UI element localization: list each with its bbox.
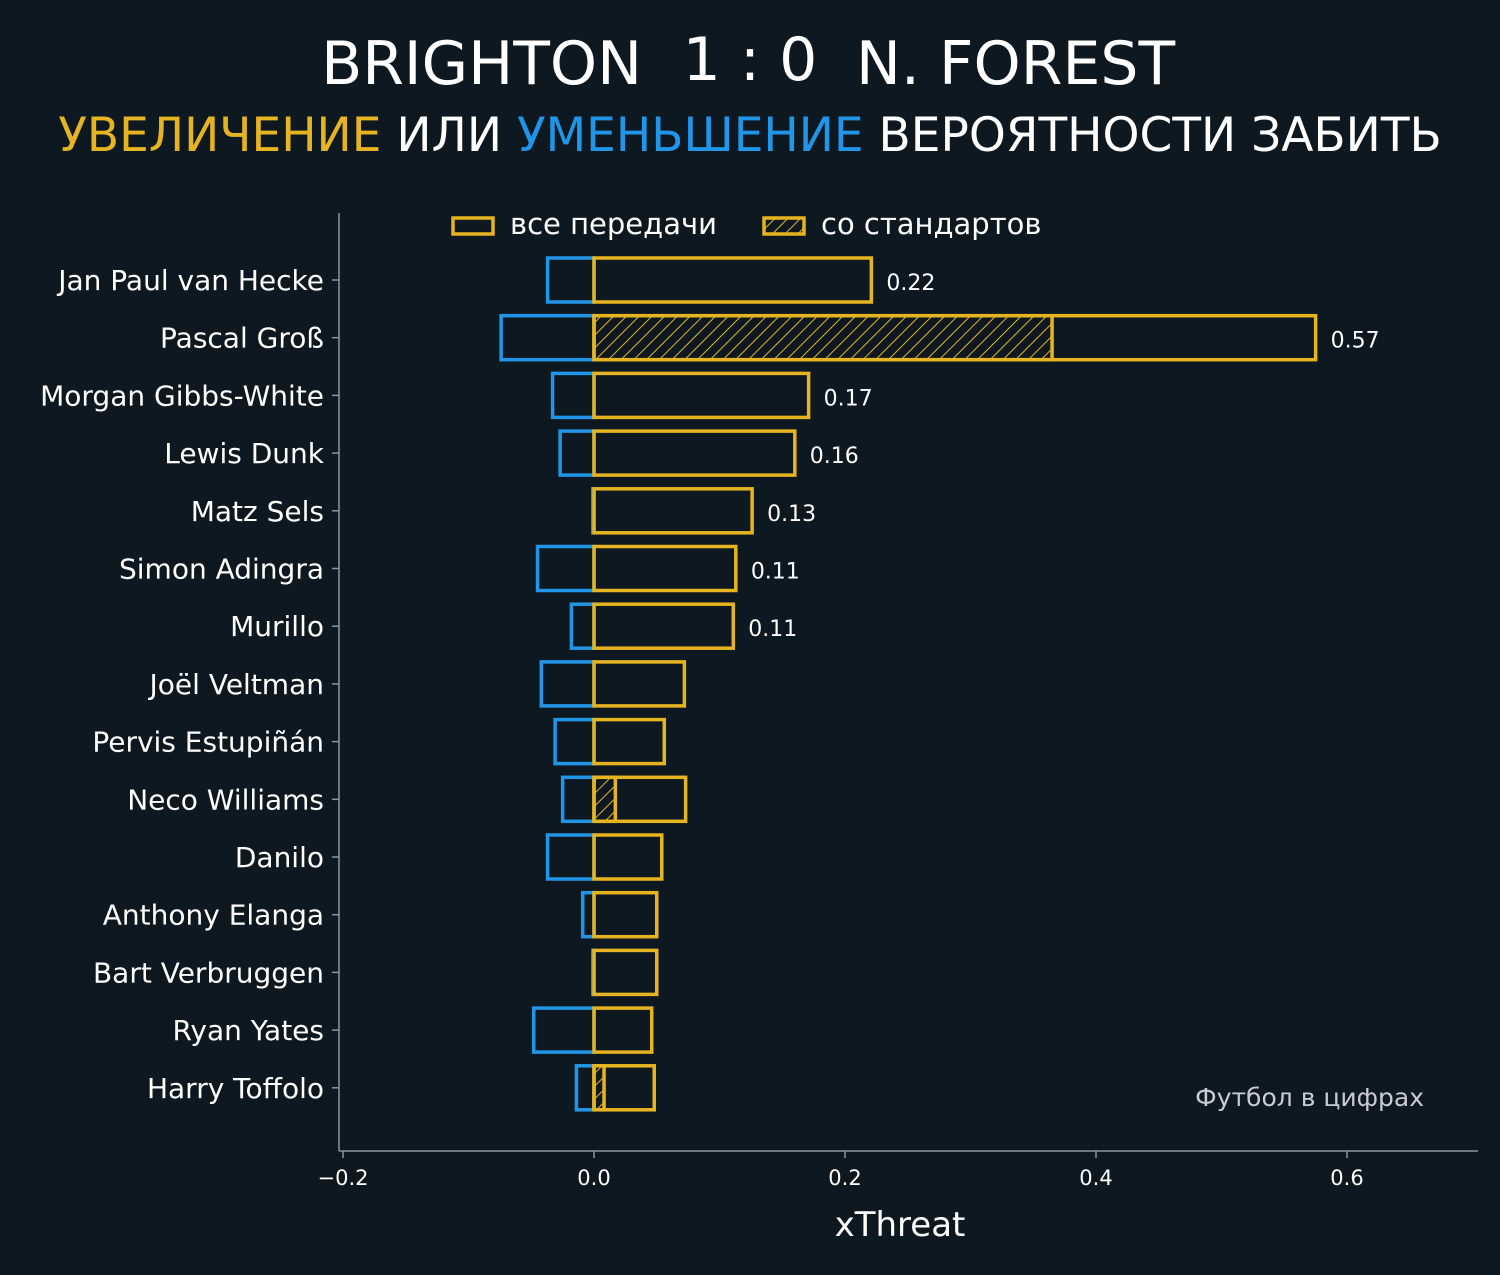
x-tick-label: 0.6 (1330, 1166, 1363, 1190)
bar-decrease (553, 717, 596, 766)
data-label: 0.11 (748, 617, 797, 642)
data-label: 0.57 (1331, 329, 1380, 354)
player-label: Anthony Elanga (103, 899, 324, 932)
bar-all-passes (592, 313, 1318, 362)
player-label: Pervis Estupiñán (92, 726, 324, 759)
player-label: Danilo (235, 841, 324, 874)
legend-label-set-pieces: со стандартов (821, 207, 1041, 241)
bar-decrease (499, 313, 596, 362)
bar-all-passes (592, 371, 811, 420)
bar-all-passes (592, 256, 874, 304)
legend-label-all-passes: все передачи (510, 207, 717, 241)
data-label: 0.22 (886, 271, 935, 296)
player-label: Harry Toffolo (147, 1072, 324, 1105)
bar-all-passes (592, 717, 667, 766)
legend-swatch-all-passes (451, 216, 495, 236)
chart-subtitle: УВЕЛИЧЕНИЕ ИЛИ УМЕНЬШЕНИЕ ВЕРОЯТНОСТИ ЗА… (0, 104, 1500, 168)
player-label: Murillo (230, 610, 324, 643)
subtitle-decrease-word: УМЕНЬШЕНИЕ (516, 108, 864, 163)
away-team-name: N. FOREST (856, 29, 1176, 99)
bar-all-passes (592, 833, 664, 881)
chart-title: BRIGHTON 1 : 0 N. FOREST (0, 24, 1500, 104)
player-label: Ryan Yates (173, 1014, 325, 1047)
bar-all-passes (592, 487, 754, 535)
player-label: Pascal Groß (160, 322, 324, 355)
bar-decrease (574, 1064, 596, 1112)
chart-bars: 0.22 0.57 0.17 0.16 0.13 0.11 0.11 (499, 256, 1380, 1112)
x-tick-label: 0.0 (577, 1166, 610, 1190)
match-score: 1 : 0 (682, 25, 818, 95)
bar-decrease (535, 544, 596, 593)
bar-all-passes (592, 948, 659, 997)
bar-all-passes (592, 544, 738, 593)
bar-all-passes (592, 1064, 656, 1112)
player-label: Simon Adingra (119, 553, 324, 586)
bar-set-pieces (592, 775, 618, 824)
player-label: Lewis Dunk (164, 437, 325, 470)
x-axis-title: xThreat (835, 1205, 966, 1245)
player-label: Matz Sels (191, 495, 324, 528)
x-tick-label: 0.4 (1079, 1166, 1112, 1190)
data-label: 0.17 (824, 386, 873, 411)
bar-decrease (550, 371, 596, 420)
player-label: Bart Verbruggen (93, 956, 324, 989)
data-label: 0.13 (767, 502, 816, 527)
subtitle-or-word: ИЛИ (381, 108, 517, 163)
bar-decrease (545, 256, 596, 304)
bar-all-passes (592, 429, 797, 477)
player-label: Joël Veltman (148, 668, 324, 701)
bar-decrease (532, 1006, 596, 1054)
subtitle-rest: ВЕРОЯТНОСТИ ЗАБИТЬ (863, 108, 1442, 163)
bar-decrease (545, 833, 596, 881)
watermark-text: Футбол в цифрах (1195, 1083, 1424, 1112)
bar-all-passes (592, 890, 659, 939)
bar-decrease (539, 660, 596, 708)
subtitle-increase-word: УВЕЛИЧЕНИЕ (58, 108, 382, 163)
bar-decrease (558, 429, 596, 477)
bar-decrease (569, 602, 596, 650)
chart-axes: −0.2 0.0 0.2 0.4 0.6 Jan Paul van Hecke Pascal… (40, 213, 1478, 1190)
bar-all-passes (592, 660, 687, 708)
chart-legend: все передачи со стандартов (451, 207, 1041, 241)
bar-all-passes (592, 602, 736, 650)
player-label: Jan Paul van Hecke (56, 264, 324, 297)
data-label: 0.11 (751, 560, 800, 585)
legend-swatch-set-pieces (762, 216, 806, 236)
bar-all-passes (592, 775, 688, 824)
x-tick-label: 0.2 (828, 1166, 861, 1190)
bar-decrease (560, 775, 596, 824)
player-label: Neco Williams (127, 783, 324, 816)
x-tick-label: −0.2 (318, 1166, 369, 1190)
home-team-name: BRIGHTON (321, 29, 642, 99)
bar-all-passes (592, 1006, 654, 1054)
bar-set-pieces (592, 313, 1054, 362)
player-label: Morgan Gibbs-White (40, 379, 324, 412)
data-label: 0.16 (810, 444, 859, 469)
